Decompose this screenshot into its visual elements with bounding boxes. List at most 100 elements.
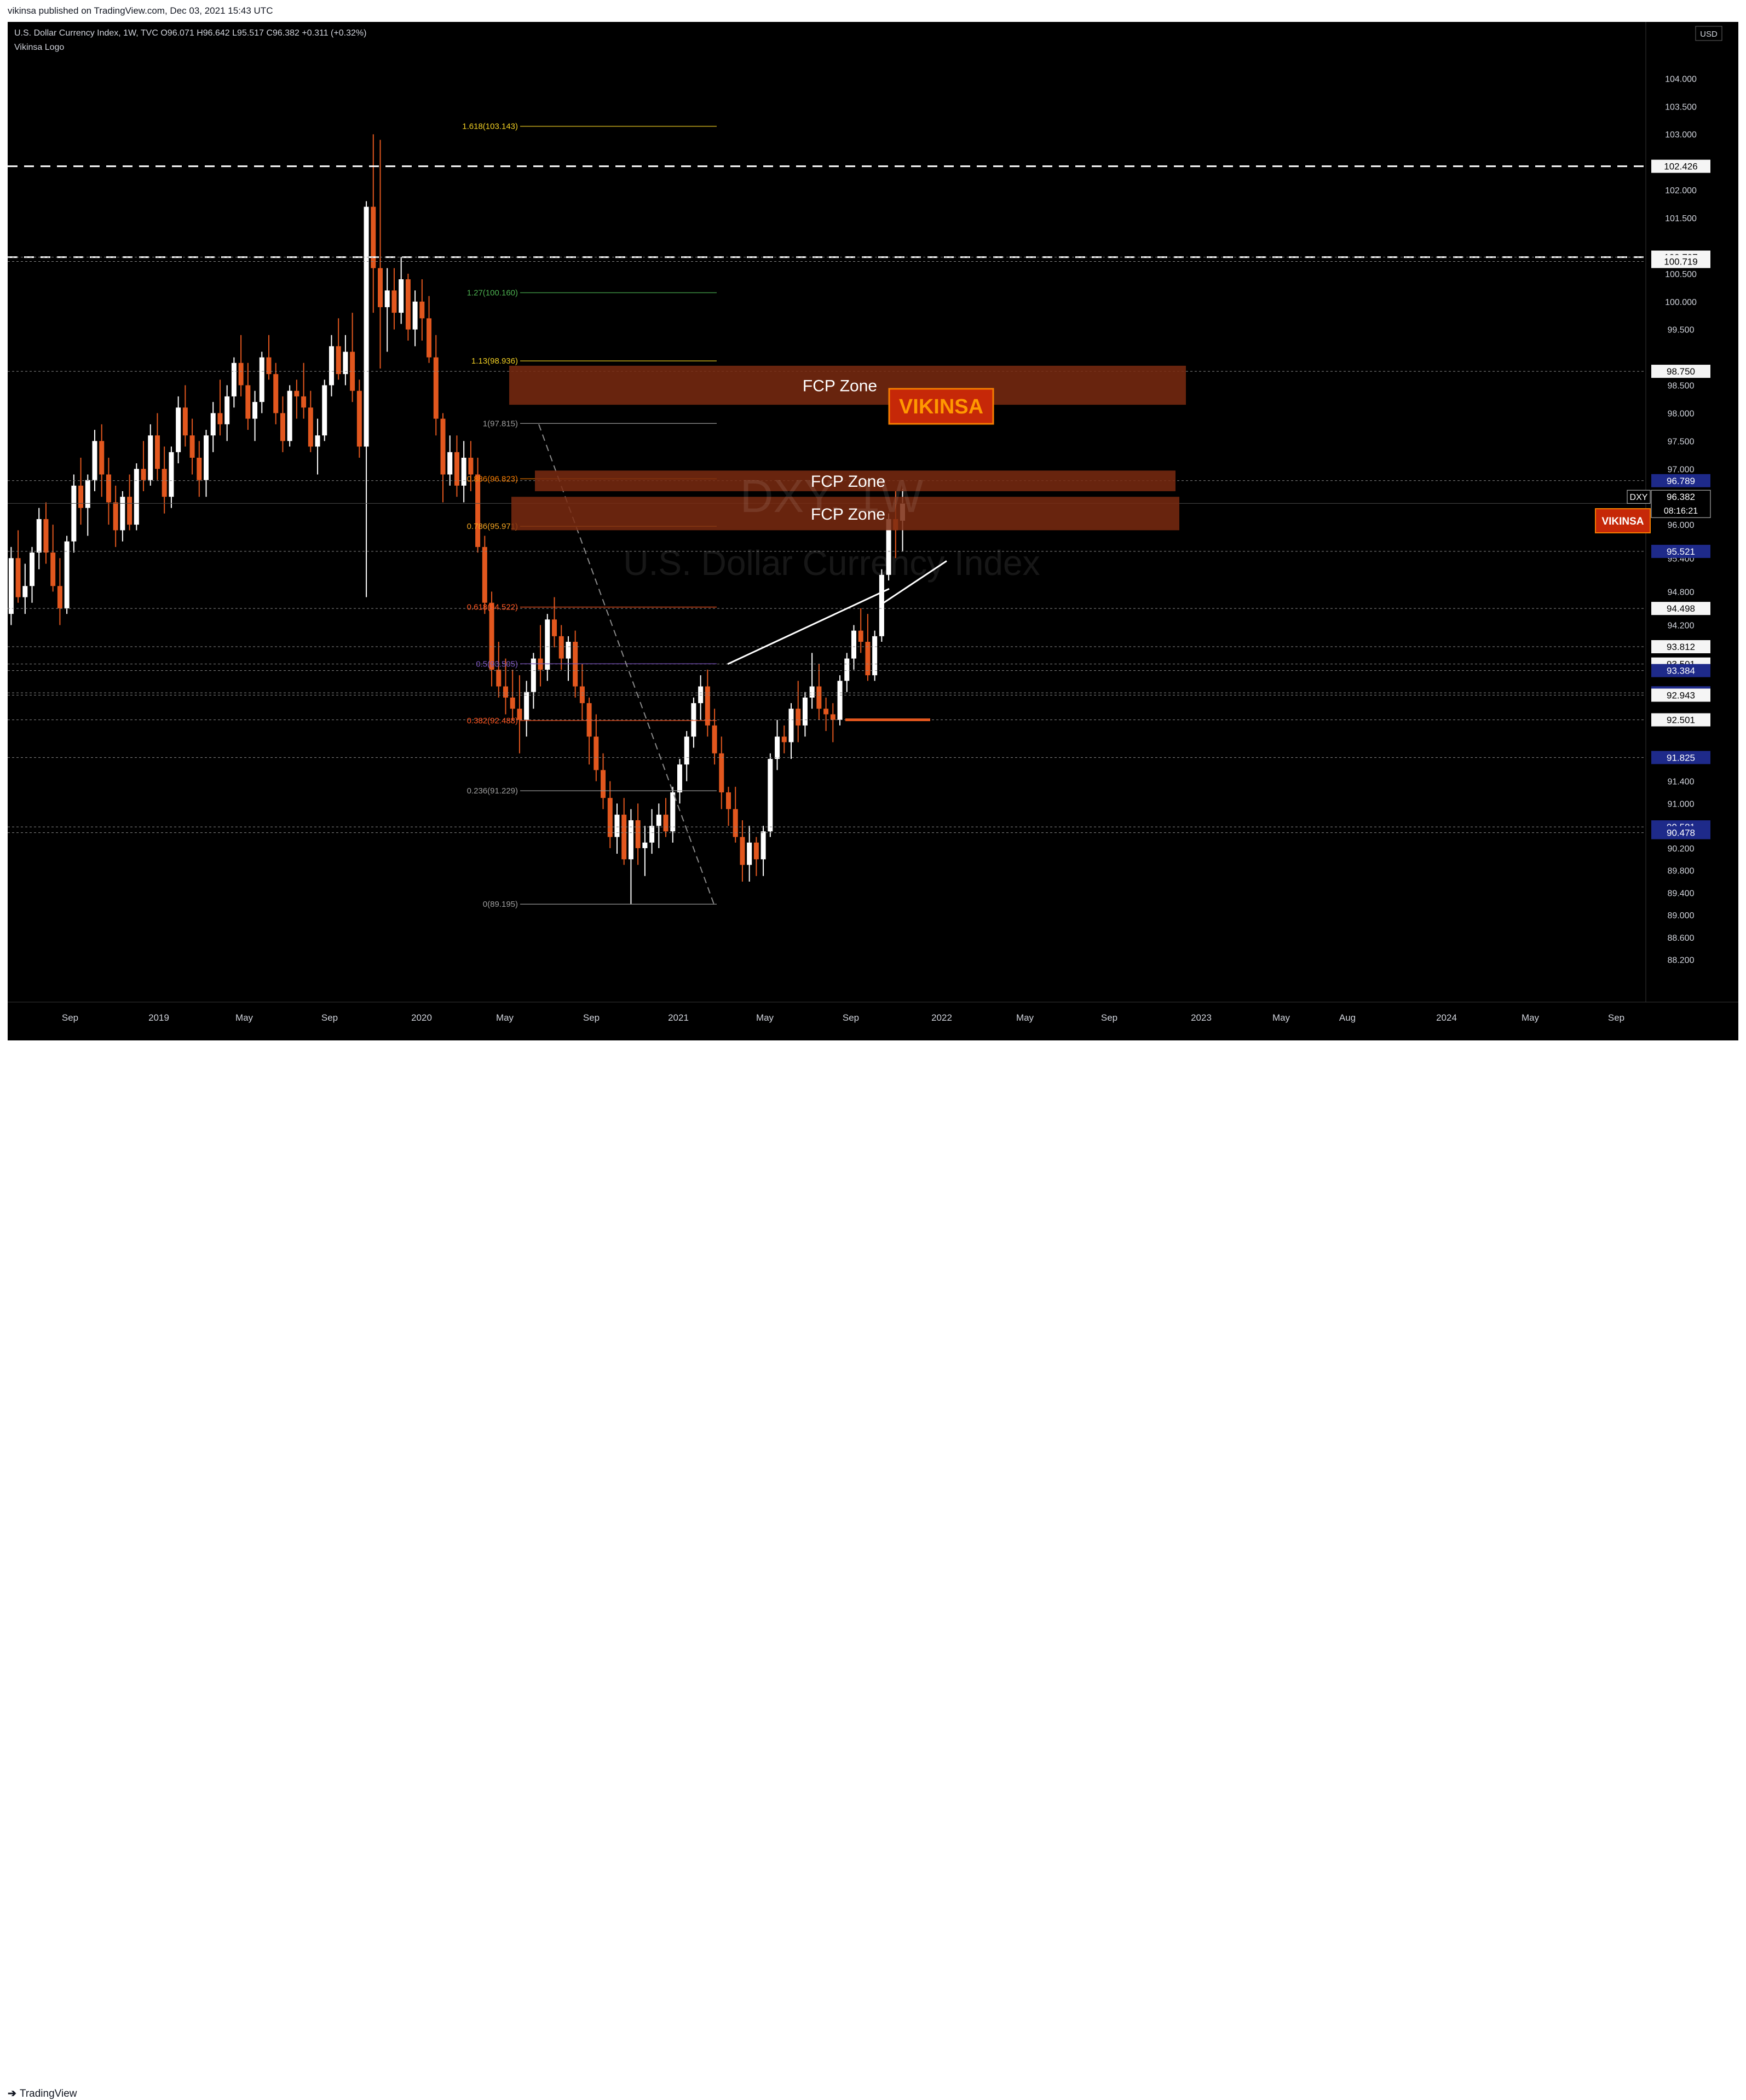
candle-body	[169, 452, 174, 497]
candle-body	[15, 558, 21, 597]
y-tick-label: 103.000	[1665, 130, 1697, 140]
x-tick-label: May	[1016, 1012, 1034, 1023]
candle-body	[238, 363, 244, 386]
candle-body	[614, 814, 620, 837]
candle-body	[433, 357, 439, 419]
candle-body	[747, 842, 752, 865]
candle-body	[760, 831, 766, 860]
ohlc-open: O96.071	[160, 28, 194, 38]
candle-body	[364, 206, 369, 447]
candle-body	[489, 602, 494, 670]
candle-body	[607, 798, 613, 837]
candle-body	[36, 519, 42, 553]
candle-body	[301, 396, 307, 408]
y-tick-label: 88.600	[1668, 934, 1695, 943]
fcp-zone	[511, 497, 1179, 531]
price-badge-label: 91.825	[1667, 752, 1695, 763]
logo-indicator-label: Vikinsa Logo	[14, 43, 65, 52]
candle-body	[210, 413, 216, 436]
neckline-trendline	[727, 588, 890, 665]
price-badge	[1651, 664, 1710, 677]
price-badge-label: 90.478	[1667, 828, 1695, 838]
candle-body	[43, 519, 49, 553]
fcp-zone-label: FCP Zone	[811, 505, 885, 523]
price-badge	[1651, 365, 1710, 378]
indicator-legend: Vikinsa Logo	[14, 43, 64, 53]
candle-body	[524, 692, 529, 720]
chart-panel[interactable]: 1.618(103.143) 1.27(100.160) 1.13(98.936) 1…	[8, 22, 1738, 1040]
candle-body	[796, 709, 801, 726]
candle-body	[252, 402, 258, 419]
y-tick-label: 90.200	[1668, 844, 1695, 854]
candle-body	[85, 480, 90, 508]
tradingview-logo[interactable]: ➔ TradingView	[8, 2087, 77, 2100]
fib-trend-line	[538, 424, 714, 905]
ohlc-change: +0.311 (+0.32%)	[302, 28, 367, 38]
candle-body	[92, 441, 97, 480]
candle-body	[22, 586, 28, 597]
y-tick-label: 100.500	[1665, 270, 1697, 279]
candle-body	[482, 546, 487, 603]
candle-body	[726, 792, 731, 809]
y-tick-label: 89.800	[1668, 867, 1695, 876]
candle-body	[872, 636, 878, 676]
candle-body	[273, 374, 279, 413]
candle-body	[475, 474, 481, 547]
candle-body	[684, 737, 689, 765]
candle-body	[837, 681, 843, 720]
candle-body	[656, 814, 661, 826]
x-tick-label: 2020	[411, 1012, 432, 1023]
candle-body	[162, 469, 167, 497]
candle-body	[57, 586, 62, 608]
price-badge-label: 98.750	[1667, 366, 1695, 377]
candle-body	[579, 686, 585, 704]
y-tick-label: 101.500	[1665, 214, 1697, 223]
candle-body	[120, 497, 125, 531]
candle-body	[154, 435, 160, 469]
candle-body	[378, 268, 383, 307]
y-tick-label: 103.500	[1665, 102, 1697, 112]
candle-body	[454, 452, 459, 486]
chart-canvas[interactable]: 1.618(103.143) 1.27(100.160) 1.13(98.936) 1…	[8, 22, 1738, 1040]
top-bar: vikinsa published on TradingView.com, De…	[0, 0, 1746, 22]
candle-body	[503, 686, 508, 698]
price-badge	[1651, 255, 1710, 268]
candle-body	[879, 574, 884, 636]
candle-body	[593, 737, 599, 770]
candle-body	[336, 346, 341, 375]
x-tick-label: May	[235, 1012, 253, 1023]
y-tick-label: 97.500	[1668, 437, 1695, 446]
candle-body	[823, 709, 829, 715]
fib-level-label: 0(89.195)	[483, 900, 518, 909]
price-badge-label: 92.501	[1667, 715, 1695, 726]
candle-body	[768, 758, 773, 832]
candle-body	[781, 737, 787, 743]
candle-body	[621, 814, 627, 860]
candle-body	[287, 390, 292, 441]
bottom-bar: ➔ TradingView	[0, 1040, 1746, 2099]
candle-body	[189, 435, 195, 458]
candle-body	[99, 441, 105, 475]
symbol-legend: U.S. Dollar Currency Index, 1W, TVC O96.…	[14, 28, 366, 38]
candle-body	[371, 206, 376, 268]
candle-body	[127, 497, 132, 525]
x-tick-label: Sep	[843, 1012, 859, 1023]
current-price-badge	[1651, 490, 1711, 518]
fib-level-label: 1.618(103.143)	[462, 122, 518, 131]
candle-body	[391, 290, 397, 313]
candle-body	[635, 820, 641, 848]
candle-body	[356, 390, 362, 447]
candle-body	[712, 725, 717, 753]
ohlc-high: H96.642	[197, 28, 230, 38]
candle-body	[753, 842, 759, 860]
price-badge-label: 93.384	[1667, 666, 1695, 676]
candle-body	[698, 686, 704, 704]
candle-body	[350, 352, 355, 391]
candle-body	[830, 714, 835, 720]
ohlc-close: C96.382	[266, 28, 299, 38]
price-badge-label: 94.498	[1667, 603, 1695, 614]
candle-body	[294, 390, 299, 396]
candle-body	[733, 809, 738, 837]
candle-body	[649, 826, 655, 843]
price-badge	[1651, 688, 1710, 702]
